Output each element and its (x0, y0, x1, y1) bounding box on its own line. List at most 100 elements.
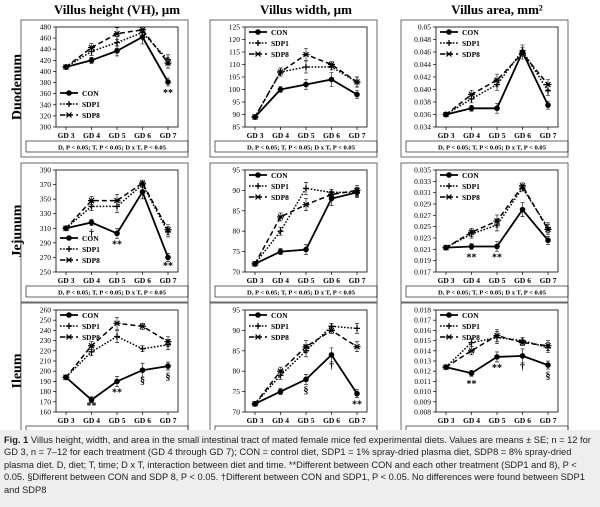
legend-label: SDP1 (462, 322, 480, 331)
legend-label: SDP8 (462, 50, 480, 59)
y-tick-label: 320 (40, 111, 52, 120)
legend-label: SDP8 (462, 333, 480, 342)
y-tick-label: 90 (233, 186, 241, 195)
column-title: Villus area, mm² (451, 2, 543, 17)
x-tick-label: GD 6 (323, 131, 340, 140)
data-point-sdp8 (328, 327, 335, 334)
legend-entry: SDP8 (440, 193, 480, 202)
row-title: Duodenum (10, 54, 25, 120)
data-point-con (494, 243, 500, 250)
legend-label: SDP8 (82, 333, 100, 342)
stats-text: D, P < 0.05; T, P < 0.05; D x T, P < 0.0… (438, 290, 547, 297)
data-point-con (519, 206, 526, 213)
data-point-con (114, 230, 120, 237)
y-tick-label: 0.009 (414, 397, 431, 406)
y-tick-label: 220 (40, 346, 52, 355)
legend-label: CON (271, 28, 288, 37)
x-tick-label: GD 7 (160, 416, 177, 425)
data-point-con (88, 219, 95, 226)
x-tick-label: GD 6 (514, 131, 531, 140)
significance-mark: ** (492, 363, 502, 374)
data-point-sdp8 (88, 44, 95, 51)
data-point-sdp8 (468, 91, 475, 98)
y-tick-label: 0.029 (414, 200, 431, 209)
data-point-con (303, 81, 309, 88)
y-tick-label: 390 (40, 166, 52, 175)
x-tick-label: GD 4 (272, 131, 289, 140)
y-tick-label: 0.012 (414, 367, 431, 376)
x-tick-label: GD 4 (463, 131, 480, 140)
data-point-con (255, 172, 261, 178)
y-tick-label: 0.014 (414, 346, 431, 355)
data-point-sdp1 (277, 228, 284, 235)
y-tick-label: 0.011 (414, 377, 431, 386)
y-tick-label: 85 (233, 346, 241, 355)
legend-entry: SDP8 (249, 193, 289, 202)
legend-label: CON (82, 89, 99, 98)
significance-mark: § (304, 385, 309, 396)
legend-label: CON (271, 311, 288, 320)
data-point-sdp8 (519, 50, 526, 57)
data-point-sdp8 (468, 229, 475, 236)
data-point-sdp1 (114, 39, 120, 46)
x-tick-label: GD 3 (58, 131, 75, 140)
data-point-con (114, 48, 120, 54)
y-tick-label: 0.042 (414, 73, 431, 82)
data-point-sdp1 (114, 333, 120, 340)
chart-panel: 0.017 0.019 0.021 0.023 0.025 0.027 0.029 0.031… (400, 162, 569, 303)
y-tick-label: 0.036 (414, 110, 431, 119)
data-point-sdp8 (113, 320, 121, 327)
column-title: Villus width, µm (260, 2, 352, 17)
figure-caption: Fig. 1 Villus height, width, and area in… (0, 430, 600, 507)
data-point-con (545, 237, 551, 244)
y-tick-label: 0.025 (414, 222, 431, 231)
data-point-sdp8 (88, 197, 95, 204)
data-point-con (88, 57, 95, 64)
y-tick-label: 480 (40, 23, 52, 32)
plot-area (55, 169, 179, 273)
y-tick-label: 0.031 (414, 188, 431, 197)
y-tick-label: 340 (40, 100, 52, 109)
significance-mark: ** (467, 379, 477, 390)
x-tick-label: GD 7 (160, 131, 177, 140)
data-point-con (519, 353, 526, 359)
legend-entry: SDP8 (249, 50, 289, 59)
legend-entry: SDP1 (60, 100, 100, 109)
x-tick-label: GD 3 (247, 131, 264, 140)
data-point-sdp8 (493, 77, 501, 84)
data-point-sdp8 (445, 194, 453, 200)
significance-mark: ** (87, 401, 97, 412)
y-tick-label: 90 (233, 326, 241, 335)
legend-label: CON (462, 171, 479, 180)
data-point-sdp8 (544, 81, 552, 88)
y-tick-label: 0.013 (414, 357, 431, 366)
column-title: Villus height (VH), µm (54, 2, 180, 17)
x-tick-label: GD 6 (134, 131, 151, 140)
panel-frame (400, 162, 569, 303)
y-tick-label: 200 (40, 367, 52, 376)
significance-mark: ** (112, 239, 122, 250)
y-tick-label: 440 (40, 45, 52, 54)
y-tick-label: 160 (40, 408, 52, 417)
significance-mark: ** (163, 88, 173, 99)
x-tick-label: GD 3 (438, 131, 455, 140)
x-tick-label: GD 6 (134, 416, 151, 425)
legend-entry: SDP1 (440, 182, 480, 191)
series-line-sdp1 (65, 31, 169, 68)
data-point-sdp1 (139, 345, 146, 352)
legend-label: SDP8 (462, 193, 480, 202)
x-tick-label: GD 5 (298, 276, 315, 285)
data-point-sdp1 (303, 64, 309, 70)
legend-label: SDP1 (82, 322, 100, 331)
stats-box (25, 140, 189, 153)
data-point-con (303, 246, 309, 253)
data-point-con (494, 354, 500, 360)
x-tick-label: GD 6 (514, 276, 531, 285)
data-point-con (165, 254, 171, 261)
data-point-sdp8 (493, 332, 501, 339)
y-tick-label: 75 (233, 387, 241, 396)
legend-label: SDP1 (82, 100, 100, 109)
data-point-sdp8 (139, 26, 146, 33)
x-tick-label: GD 7 (540, 416, 557, 425)
